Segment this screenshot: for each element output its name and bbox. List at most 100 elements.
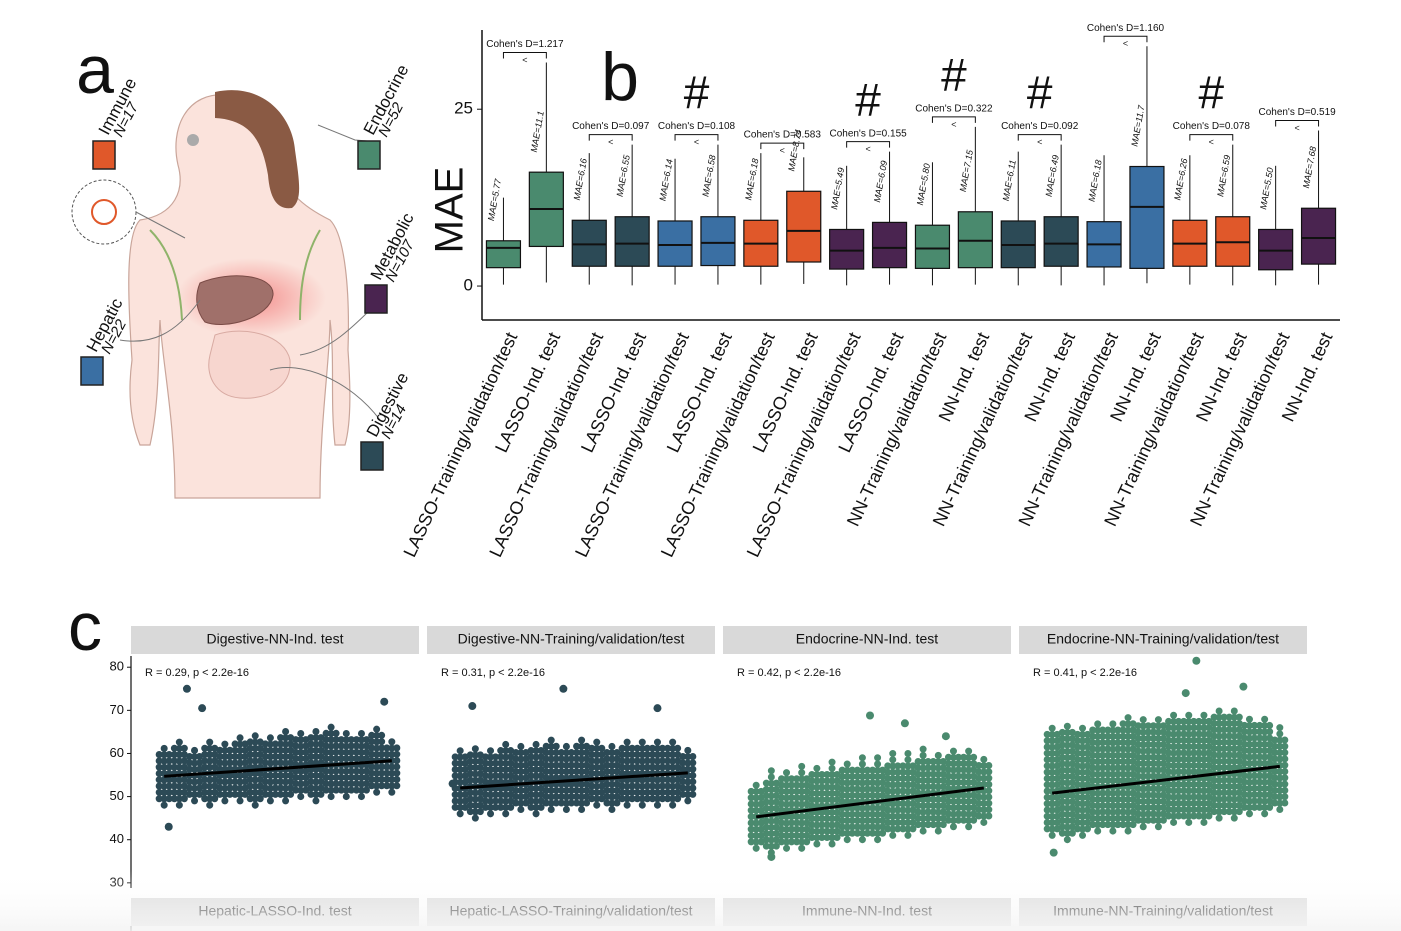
facet-stat: R = 0.42, p < 2.2e-16: [737, 667, 841, 679]
significance-mark: #: [684, 67, 710, 119]
panel-letter: c: [68, 589, 102, 665]
bracket: [760, 142, 805, 150]
mae-label: MAE=5.80: [915, 163, 932, 206]
cohen-d: Cohen's D=1.160: [1087, 23, 1165, 34]
panel-letter: b: [601, 39, 639, 115]
box: [1129, 165, 1165, 269]
bracket: [1103, 35, 1148, 43]
mae-label: MAE=6.55: [615, 153, 632, 197]
bracket: [588, 134, 633, 141]
y-tick-label: 60: [110, 745, 124, 760]
mae-label: MAE=6.09: [872, 160, 889, 203]
box: [957, 211, 993, 269]
system-swatch: [357, 140, 381, 170]
box: [914, 224, 951, 269]
comparison-sign: <: [1209, 137, 1214, 147]
cohen-d: Cohen's D=1.217: [486, 39, 564, 50]
point: [866, 711, 874, 720]
bracket: [1017, 134, 1062, 141]
fit-line: [1052, 764, 1280, 795]
mae-label: MAE=6.18: [743, 158, 760, 201]
cohen-d: Cohen's D=0.322: [915, 104, 993, 115]
bracket: [1275, 119, 1320, 127]
point: [468, 702, 477, 711]
comparison-sign: <: [694, 137, 699, 147]
box: [1258, 228, 1294, 271]
box: [1300, 207, 1337, 265]
mae-label: MAE=6.26: [1172, 158, 1189, 201]
mae-label: MAE=5.77: [486, 177, 503, 221]
facet-stat: R = 0.31, p < 2.2e-16: [441, 667, 545, 679]
box: [871, 221, 908, 269]
cohen-d: Cohen's D=0.097: [572, 121, 650, 132]
y-tick-label: 25: [454, 99, 473, 118]
mae-label: MAE=11.1: [529, 110, 546, 153]
box: [614, 216, 650, 267]
significance-mark: #: [1027, 67, 1053, 119]
panel-letter: a: [76, 32, 114, 108]
comparison-sign: <: [951, 119, 956, 129]
bracket: [1189, 134, 1234, 141]
box: [786, 190, 822, 263]
comparison-sign: <: [1123, 39, 1128, 49]
mae-label: MAE=7.68: [1301, 146, 1318, 189]
mae-label: MAE=11.7: [1129, 104, 1146, 148]
point: [900, 719, 909, 728]
box: [1043, 216, 1079, 267]
cohen-d: Cohen's D=0.155: [829, 128, 907, 139]
facet-header: [1019, 626, 1307, 654]
system-swatch: [364, 284, 388, 314]
box: [829, 228, 865, 270]
point: [1192, 656, 1201, 665]
comparison-sign: <: [1037, 137, 1042, 147]
y-tick-label: 50: [110, 788, 124, 803]
facet-header: [131, 626, 419, 654]
mae-label: MAE=6.14: [658, 158, 675, 201]
comparison-sign: <: [865, 144, 870, 154]
point: [1049, 848, 1058, 857]
cohen-d: Cohen's D=0.078: [1173, 121, 1251, 132]
bracket: [674, 134, 719, 141]
point: [164, 822, 173, 831]
body-illustration: [71, 90, 381, 499]
mae-label: MAE=6.49: [1044, 154, 1061, 197]
significance-mark: #: [855, 74, 881, 126]
mae-label: MAE=6.18: [1087, 159, 1104, 202]
significance-mark: #: [1199, 67, 1225, 119]
point: [1181, 689, 1190, 698]
facet-stat: R = 0.41, p < 2.2e-16: [1033, 667, 1137, 679]
system-swatch: [360, 441, 384, 471]
facet-header: [723, 626, 1011, 654]
y-tick-label: 40: [110, 831, 124, 846]
system-swatch: [92, 140, 116, 170]
point: [182, 684, 191, 693]
box: [485, 240, 522, 269]
comparison-sign: <: [1294, 123, 1299, 133]
mae-label: MAE=6.58: [700, 154, 717, 197]
facet-header: [427, 626, 715, 654]
point: [767, 852, 776, 861]
point: [1239, 682, 1248, 691]
cohen-d: Cohen's D=0.092: [1001, 121, 1079, 132]
point: [448, 779, 457, 788]
mae-label: MAE=5.50: [1258, 167, 1275, 210]
point: [653, 704, 662, 713]
comparison-sign: <: [522, 55, 527, 65]
box: [571, 219, 607, 267]
fit-line: [755, 786, 985, 819]
facet-title: Endocrine-NN-Training/validation/test: [1047, 631, 1279, 647]
fit-line: [460, 771, 688, 790]
cohen-d: Cohen's D=0.519: [1258, 107, 1336, 118]
cohen-d: Cohen's D=0.583: [744, 130, 822, 141]
mae-label: MAE=6.16: [572, 158, 589, 201]
y-axis-label: MAE: [428, 167, 472, 254]
system-swatch: [80, 356, 104, 386]
y-tick-label: 80: [110, 659, 124, 674]
bottom-fade: [0, 870, 1401, 931]
comparison-sign: <: [780, 145, 785, 155]
mae-label: MAE=6.59: [1215, 154, 1232, 197]
cohen-d: Cohen's D=0.108: [658, 121, 736, 132]
box: [657, 220, 693, 267]
y-tick-label: 70: [110, 702, 124, 717]
